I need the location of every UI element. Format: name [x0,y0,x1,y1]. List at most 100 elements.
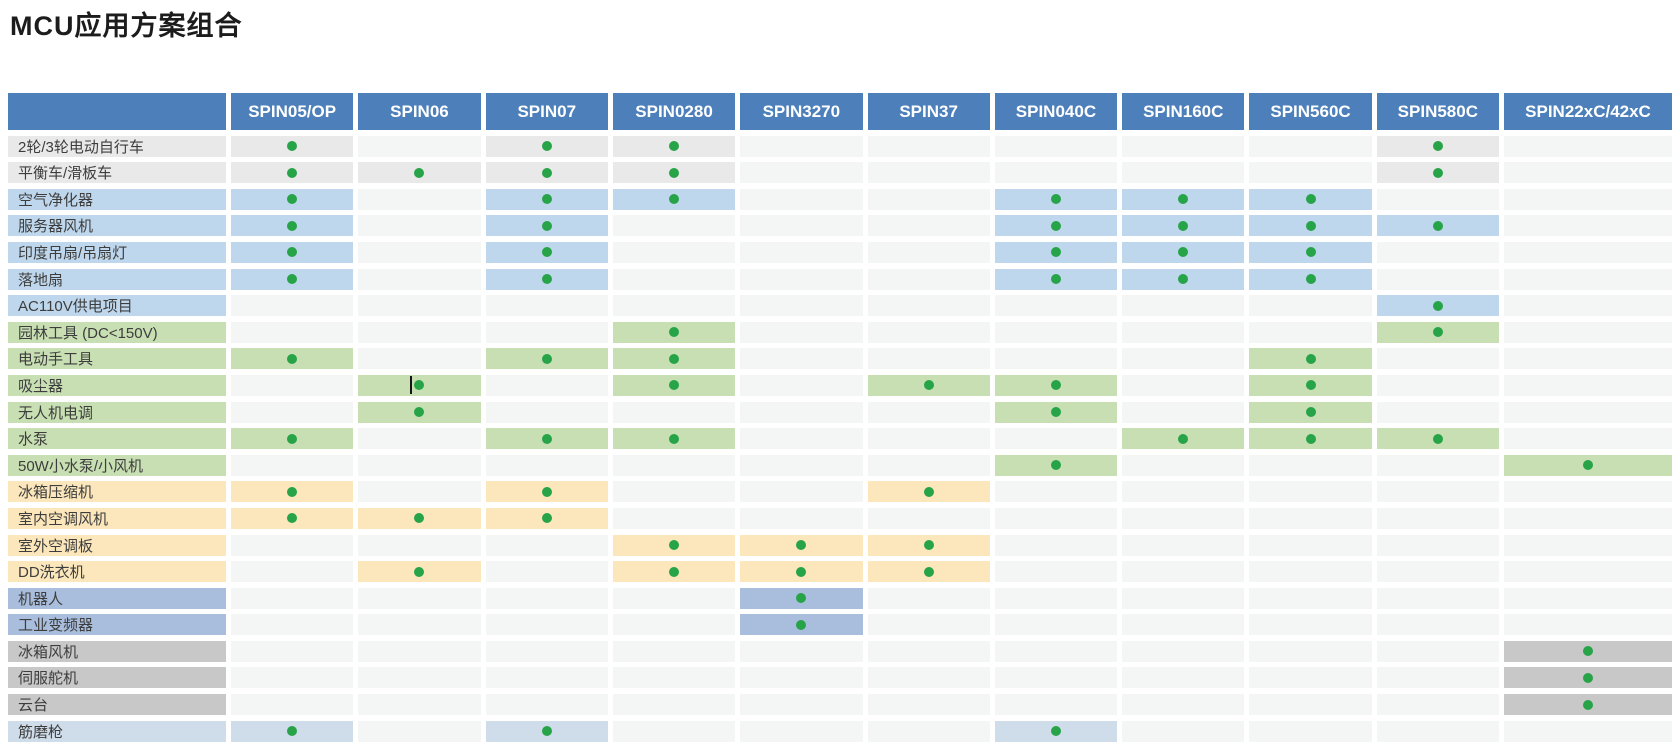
matrix-cell [867,561,990,583]
matrix-cell [1122,694,1245,716]
matrix-cell [994,454,1118,476]
solution-dot [1583,699,1593,710]
column-header: SPIN560C [1249,93,1372,130]
matrix-cell [867,348,990,370]
matrix-cell [1249,188,1372,210]
solution-dot [1305,353,1316,364]
matrix-cell [1249,135,1372,157]
solution-dot [1432,141,1443,152]
solution-dot [1050,247,1061,258]
matrix-cell [740,561,863,583]
matrix-cell [612,587,736,609]
matrix-cell [1249,481,1372,503]
matrix-cell [485,215,608,237]
matrix-cell [358,188,481,210]
matrix-cell [740,268,863,290]
matrix-cell [1249,534,1372,556]
matrix-cell [231,295,354,317]
solution-dot [1432,220,1443,231]
matrix-cell [994,241,1118,263]
matrix-cell [231,162,354,184]
matrix-cell [740,454,863,476]
matrix-cell [358,135,481,157]
solution-dot [414,407,425,418]
solution-dot [669,194,680,205]
matrix-cell [1122,720,1245,742]
matrix-cell [1376,135,1499,157]
matrix-cell [358,321,481,343]
matrix-cell [740,614,863,636]
matrix-cell [867,507,990,529]
matrix-cell [740,507,863,529]
matrix-cell [1122,162,1245,184]
matrix-cell [1376,667,1499,689]
matrix-cell [1122,587,1245,609]
matrix-cell [740,481,863,503]
solution-dot [1432,167,1443,178]
matrix-cell [1249,507,1372,529]
matrix-cell [358,295,481,317]
matrix-cell [867,268,990,290]
matrix-cell [1504,295,1672,317]
matrix-cell [231,614,354,636]
matrix-cell [358,667,481,689]
matrix-cell [612,162,736,184]
matrix-cell [1122,188,1245,210]
matrix-cell [485,507,608,529]
matrix-cell [867,694,990,716]
matrix-cell [231,667,354,689]
matrix-cell [358,241,481,263]
solution-dot [1583,460,1593,471]
matrix-cell [485,321,608,343]
matrix-cell [485,534,608,556]
matrix-cell [612,268,736,290]
row-label: 室内空调风机 [8,507,226,529]
solution-dot [1050,194,1061,205]
matrix-cell [1376,481,1499,503]
matrix-cell [612,561,736,583]
solution-dot [541,513,552,524]
matrix-cell [867,162,990,184]
matrix-cell [231,640,354,662]
row-label: 冰箱压缩机 [8,481,226,503]
solution-dot [1305,247,1316,258]
matrix-cell [485,614,608,636]
matrix-cell [485,667,608,689]
matrix-cell [994,188,1118,210]
column-header: SPIN040C [994,93,1118,130]
matrix-cell [1249,348,1372,370]
matrix-cell [867,374,990,396]
solution-dot [541,167,552,178]
matrix-cell [612,720,736,742]
solution-dot [669,353,680,364]
matrix-cell [994,428,1118,450]
matrix-cell [1122,295,1245,317]
solution-dot [669,167,680,178]
matrix-cell [1376,268,1499,290]
matrix-cell [485,188,608,210]
matrix-cell [1504,587,1672,609]
matrix-cell [231,374,354,396]
solution-dot [541,274,552,285]
solution-dot [287,353,298,364]
matrix-cell [1376,428,1499,450]
solution-dot [669,141,680,152]
matrix-cell [485,401,608,423]
matrix-cell [1376,188,1499,210]
matrix-cell [1376,534,1499,556]
row-label: DD洗衣机 [8,561,226,583]
solution-dot [287,726,298,737]
row-label: 印度吊扇/吊扇灯 [8,241,226,263]
matrix-cell [867,587,990,609]
matrix-cell [358,587,481,609]
matrix-cell [994,295,1118,317]
matrix-cell [612,348,736,370]
solution-dot [1050,274,1061,285]
matrix-cell [1504,348,1672,370]
matrix-cell [1249,667,1372,689]
matrix-cell [994,321,1118,343]
row-label: 2轮/3轮电动自行车 [8,135,226,157]
matrix-cell [612,694,736,716]
solution-dot [541,726,552,737]
matrix-cell [358,215,481,237]
